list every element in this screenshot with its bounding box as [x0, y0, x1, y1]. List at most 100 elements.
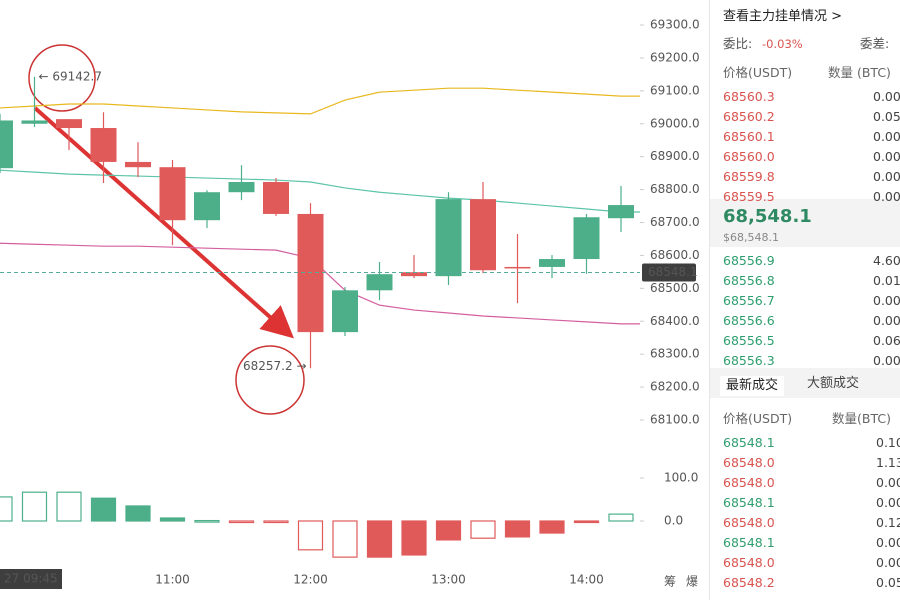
y-tick-label: 68600.0: [650, 248, 700, 262]
trade-qty: 0.00: [876, 475, 900, 490]
ask-qty: 0.001: [873, 89, 900, 104]
ratio-label: 委比:: [723, 36, 753, 51]
candle-body: [366, 274, 393, 291]
indicator-bar: [125, 505, 151, 522]
last-price-badge: [642, 263, 696, 282]
indicator-bar: [573, 520, 600, 524]
trade-price: 68548.0: [723, 515, 775, 530]
candle-body: [159, 167, 186, 221]
trend-arrow: [33, 106, 294, 339]
col-header: 价格(USDT): [723, 65, 793, 80]
indicator-bar: [504, 520, 531, 538]
col-header: 数量(BTC): [832, 411, 891, 426]
corner-label: 爆: [686, 575, 698, 589]
y-tick-label: 69300.0: [650, 18, 700, 32]
indicator-bar: [401, 520, 427, 556]
bid-price: 68556.7: [723, 293, 775, 308]
candle-body: [263, 182, 289, 214]
order-panel: 查看主力挂单情况 > 委比: -0.03% 委差: 价格(USDT) 数量 (BTC) 68…: [709, 0, 900, 600]
candle-body: [0, 120, 13, 169]
y-tick-label: 68100.0: [650, 413, 700, 427]
col-header: 价格(USDT): [723, 411, 793, 426]
trade-price: 68548.1: [723, 435, 775, 450]
candle-body: [435, 199, 462, 277]
y-tick-label: 68400.0: [650, 314, 700, 328]
candle-body: [539, 259, 565, 267]
indicator-bar: [608, 513, 634, 522]
chart: 68100.0 68200.0 68300.0 68400.0 68500.0 68600…: [0, 18, 700, 589]
band-line: [0, 87, 640, 115]
ask-qty: 0.050: [873, 109, 900, 124]
trade-qty: 0.00: [876, 535, 900, 550]
tab[interactable]: 最新成交: [720, 376, 785, 396]
indicator-bar: [332, 520, 358, 558]
indicator-bar: [297, 520, 324, 551]
trade-qty: 0.05: [876, 575, 900, 590]
bid-price: 68556.3: [723, 353, 775, 368]
last-price-usd: $68,548.1: [723, 231, 779, 244]
candle-body: [228, 182, 255, 193]
trade-price: 68548.0: [723, 455, 775, 470]
bid-qty: 0.002: [873, 313, 900, 328]
trade-qty: 0.10: [876, 435, 900, 450]
band-line: [0, 169, 640, 213]
indicator-bar: [263, 520, 289, 524]
y-tick-label: 68200.0: [650, 380, 700, 394]
indicator-tick-label: 0.0: [664, 514, 683, 528]
ratio-value: -0.03%: [762, 37, 803, 51]
indicator-bar: [90, 497, 117, 522]
bid-price: 68556.8: [723, 273, 775, 288]
ask-price: 68560.1: [723, 129, 775, 144]
bid-qty: 0.012: [873, 273, 900, 288]
candle-body: [125, 161, 151, 168]
last-price-bg: [710, 199, 900, 247]
indicator-bar: [194, 519, 220, 523]
y-tick-label: 68300.0: [650, 347, 700, 361]
trade-qty: 0.00: [876, 555, 900, 570]
trade-qty: 0.12: [876, 515, 900, 530]
y-tick-label: 68500.0: [650, 281, 700, 295]
time-badge-bg: [0, 569, 62, 589]
candle-body: [401, 272, 427, 277]
candle-body: [332, 290, 358, 333]
y-tick-label: 68800.0: [650, 182, 700, 196]
candle-body: [90, 128, 117, 162]
corner-label: 筹: [664, 575, 676, 589]
plot-area: [0, 76, 640, 558]
ask-qty: 0.002: [873, 129, 900, 144]
trade-price: 68548.1: [723, 535, 775, 550]
y-tick-label: 68900.0: [650, 149, 700, 163]
candle-body: [297, 213, 324, 333]
indicator-bar: [435, 520, 462, 541]
candle-body: [504, 266, 531, 269]
ask-price: 68560.2: [723, 109, 775, 124]
indicator-bar: [56, 491, 82, 522]
last-price-label: 68548.1: [648, 265, 698, 279]
ask-price: 68560.0: [723, 149, 775, 164]
trade-qty: 0.00: [876, 495, 900, 510]
x-tick-label: 14:00: [569, 573, 604, 587]
indicator-bar: [539, 520, 565, 534]
last-price: 68,548.1: [723, 206, 812, 227]
panel-title[interactable]: 查看主力挂单情况 >: [723, 9, 843, 24]
ask-price: 68559.8: [723, 169, 775, 184]
bid-price: 68556.9: [723, 253, 775, 268]
ask-price: 68560.3: [723, 89, 775, 104]
col-header: 数量 (BTC): [828, 65, 891, 80]
annotation: 68257.2 →: [243, 359, 307, 373]
trade-price: 68548.0: [723, 555, 775, 570]
ask-qty: 0.008: [873, 169, 900, 184]
indicator-tick-label: 100.0: [664, 471, 698, 485]
bid-price: 68556.5: [723, 333, 775, 348]
band-line: [0, 242, 640, 325]
indicator-bar: [159, 517, 186, 522]
highlight-circle: [235, 345, 305, 415]
tab[interactable]: 大额成交: [807, 376, 860, 391]
trade-price: 68548.2: [723, 575, 775, 590]
candle-body: [21, 120, 48, 124]
indicator-bar: [21, 491, 48, 522]
candle-body: [608, 205, 634, 219]
annotation: ← 69142.7: [39, 69, 103, 83]
y-tick-label: 68700.0: [650, 215, 700, 229]
highlight-circle: [28, 44, 96, 112]
